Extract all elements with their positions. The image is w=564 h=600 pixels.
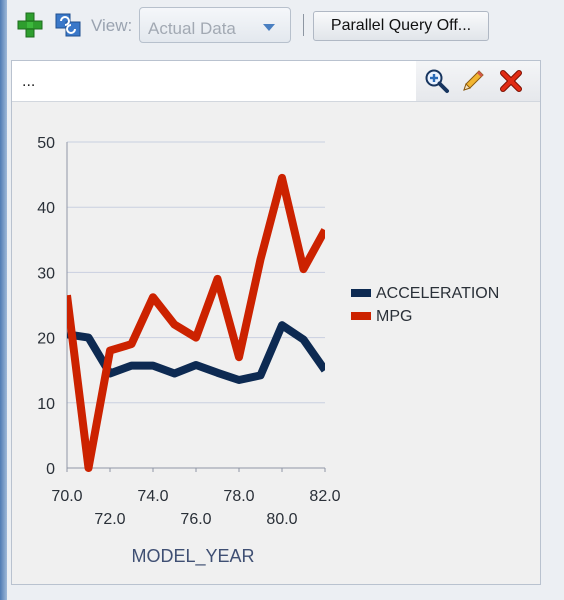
y-tick-label: 50: [37, 135, 55, 152]
edit-pencil-icon[interactable]: [460, 68, 486, 94]
zoom-in-icon[interactable]: [424, 68, 450, 94]
x-tick-labels: 70.0 72.0 74.0 76.0 78.0 80.0 82.0: [51, 488, 340, 528]
series-lines: [67, 173, 325, 472]
legend-swatch: [351, 289, 371, 297]
line-chart: 0 10 20 30 40 50 70.0 72.0 74.0 76.0 78.0 80.0 82.0…: [37, 135, 499, 567]
panel-header-text: ...: [22, 73, 36, 90]
x-axis-title: MODEL_YEAR: [131, 546, 254, 567]
window-edge: [0, 0, 7, 600]
view-select[interactable]: Actual Data: [139, 7, 291, 43]
y-tick-label: 30: [37, 265, 55, 282]
legend-label: MPG: [376, 308, 412, 325]
grid-lines: [67, 141, 325, 404]
y-tick-label: 0: [46, 461, 55, 478]
legend-swatch: [351, 312, 371, 320]
toolbar-separator: [303, 14, 304, 36]
y-tick-label: 40: [37, 200, 55, 217]
x-tick-label: 78.0: [223, 488, 254, 505]
add-icon[interactable]: [15, 10, 45, 40]
close-icon[interactable]: [498, 68, 524, 94]
legend: ACCELERATION MPG: [351, 285, 499, 325]
refresh-icon[interactable]: [53, 10, 83, 40]
x-tick-label: 82.0: [309, 488, 340, 505]
x-tick-label: 72.0: [94, 511, 125, 528]
view-label: View:: [91, 16, 133, 35]
panel-actions: [416, 61, 540, 101]
toolbar: View: Actual Data Parallel Query Off...: [7, 0, 564, 52]
series-line-acceleration: [67, 321, 325, 384]
view-select-value: Actual Data: [148, 19, 236, 38]
y-tick-label: 20: [37, 331, 55, 348]
y-tick-label: 10: [37, 396, 55, 413]
x-tick-label: 74.0: [137, 488, 168, 505]
y-tick-labels: 0 10 20 30 40 50: [37, 135, 55, 478]
x-tick-label: 70.0: [51, 488, 82, 505]
parallel-query-button[interactable]: Parallel Query Off...: [313, 11, 489, 41]
chart-panel: ... 0 10 20 30 40 50 70.: [11, 60, 541, 585]
panel-header: ...: [12, 61, 540, 102]
series-line-mpg: [67, 173, 325, 472]
x-tick-label: 76.0: [180, 511, 211, 528]
x-tick-label: 80.0: [266, 511, 297, 528]
legend-label: ACCELERATION: [376, 285, 499, 302]
chevron-down-icon: [263, 24, 275, 31]
